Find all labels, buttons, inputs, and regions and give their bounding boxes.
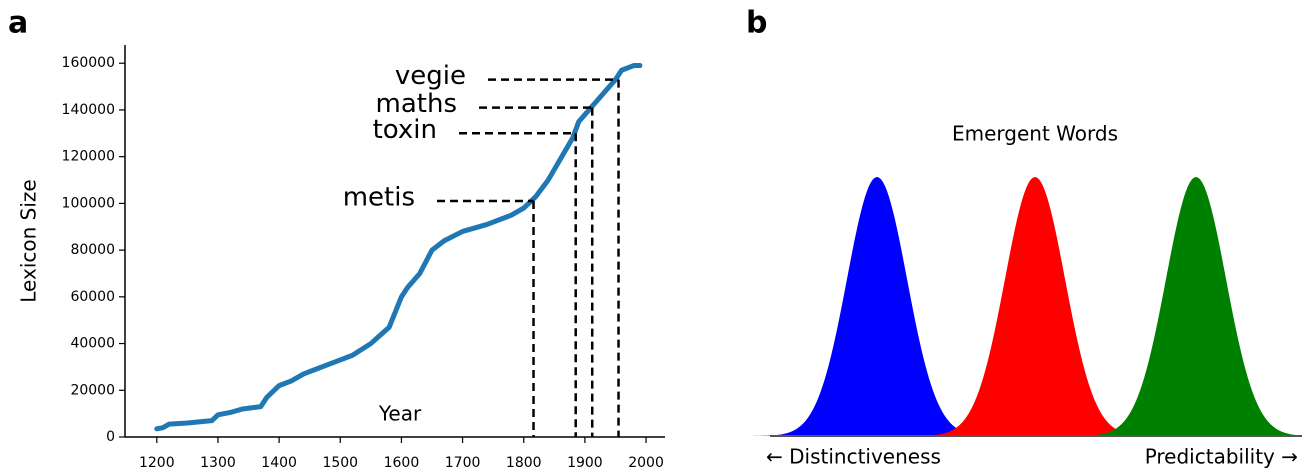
x-axis-label-right: Predictability → xyxy=(1145,445,1298,469)
annotation-label: metis xyxy=(343,183,415,213)
x-tick-label: 1500 xyxy=(322,455,358,469)
x-tick-label: 1200 xyxy=(139,455,175,469)
y-tick-label: 140000 xyxy=(62,102,115,118)
x-tick-label: 1900 xyxy=(567,455,603,469)
x-tick-label: 1800 xyxy=(506,455,542,469)
y-tick-label: 60000 xyxy=(70,289,115,305)
y-tick-label: 80000 xyxy=(70,242,115,258)
x-tick-label: 1300 xyxy=(200,455,236,469)
density-curve xyxy=(1046,177,1302,436)
annotation-label: maths xyxy=(376,89,457,119)
y-tick-label: 40000 xyxy=(70,336,115,352)
x-axis-label: Year xyxy=(378,402,422,426)
panel-label: a xyxy=(8,6,28,41)
data-line xyxy=(154,63,643,432)
x-tick-label: 1600 xyxy=(384,455,420,469)
y-axis-label: Lexicon Size xyxy=(17,179,41,302)
y-tick-label: 20000 xyxy=(70,382,115,398)
annotation-label: vegie xyxy=(395,61,466,91)
x-tick-label: 1700 xyxy=(445,455,481,469)
y-tick-label: 160000 xyxy=(62,55,115,71)
x-tick-label: 1400 xyxy=(261,455,297,469)
density-curve xyxy=(885,177,1185,436)
y-tick-label: 100000 xyxy=(62,195,115,211)
density-curve xyxy=(727,177,1027,436)
chart-title: Emergent Words xyxy=(952,122,1118,146)
x-axis-label-left: ← Distinctiveness xyxy=(766,445,941,469)
x-tick-label: 2000 xyxy=(628,455,664,469)
panel-label: b xyxy=(746,6,767,41)
y-tick-label: 120000 xyxy=(62,149,115,165)
y-tick-label: 0 xyxy=(106,429,115,445)
annotation-label: toxin xyxy=(373,115,437,145)
